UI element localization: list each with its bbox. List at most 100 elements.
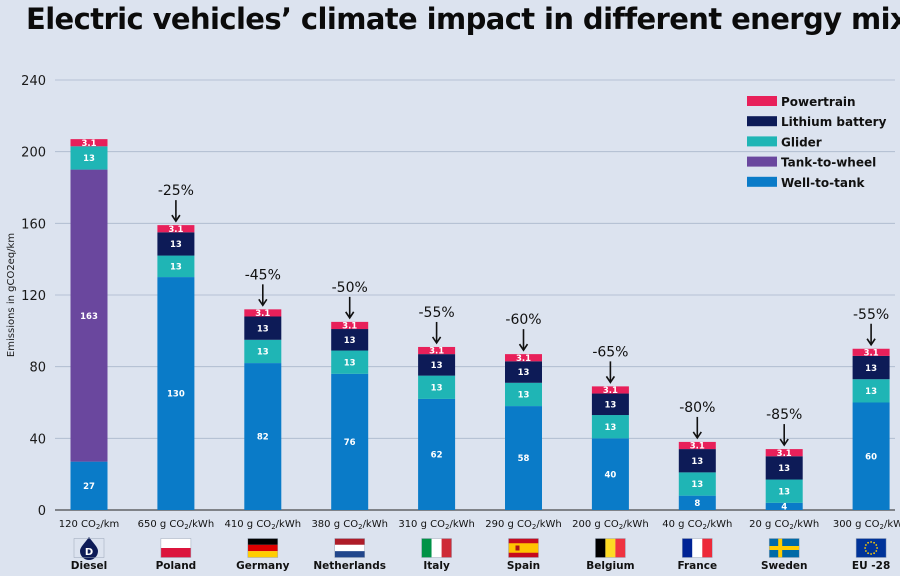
legend-swatch [747,96,777,106]
reduction-netherlands: -50% [332,280,368,320]
reduction-arrow-head [258,298,268,307]
flag-eu-icon [855,538,887,558]
segment-label-lithium-battery: 13 [170,240,182,250]
segment-label-glider: 13 [865,387,877,397]
flag-star [875,544,878,546]
flag-border [595,538,626,558]
legend-swatch [747,156,777,167]
segment-label-glider: 13 [431,383,443,393]
segment-lithium-battery [157,232,195,256]
reduction-arrow-head [866,338,876,347]
segment-lithium-battery [244,316,282,340]
segment-well-to-tank [765,502,803,510]
flag-star [876,547,878,549]
flag-sweden-icon [768,538,800,558]
flag-star [870,553,872,555]
flag-stripe [247,538,278,545]
segment-label-lithium-battery: 13 [691,457,703,467]
segment-glider [591,415,629,439]
bar-poland: 130 13 13 3.1 [157,225,195,510]
segment-label-well-to-tank: 62 [431,451,443,461]
flag-stripe [334,551,365,558]
reduction-belgium: -65% [592,344,628,384]
reduction-percent: -45% [245,267,281,283]
y-tick-200: 200 [21,146,46,161]
flag-stripe [702,538,713,558]
segment-lithium-battery [591,393,629,416]
reduction-percent: -65% [592,344,628,360]
segment-label-lithium-battery: 13 [604,400,616,410]
flag-star [875,550,878,552]
segment-label-well-to-tank: 40 [604,470,616,480]
flag-border [855,538,887,558]
segment-label-glider: 13 [83,154,95,164]
segment-glider [678,472,716,496]
country-label: Poland [156,560,197,572]
flag-belgium-icon [595,538,626,558]
segment-label-tank-to-wheel: 163 [80,312,98,322]
y-axis: 0 40 80 120 160 200 240 Emissions in gCO2eq/km [6,74,46,519]
flag-stripe [441,538,452,558]
reduction-spain: -60% [505,312,542,352]
flag-stripe [247,551,278,558]
flag-star [867,541,869,544]
segment-label-powertrain: 3.1 [168,225,183,235]
flag-border [73,538,105,558]
segment-label-lithium-battery: 13 [778,464,790,474]
energy-mix-label: 290 g CO2/kWh [485,519,562,531]
reduction-arrow-head [692,431,702,440]
reduction-percent: -25% [158,183,194,199]
segment-powertrain [331,321,369,330]
bar-sweden: 4 13 13 3.1 [765,449,803,513]
bar-belgium: 40 13 13 3.1 [591,386,629,510]
segment-powertrain [505,354,542,362]
segment-glider [505,382,542,407]
energy-mix-label: 200 g CO2/kWh [572,519,649,531]
energy-mix-label: 650 g CO2/kWh [138,519,215,531]
segment-lithium-battery [852,355,890,380]
legend-swatch [747,136,777,147]
segment-label-lithium-battery: 13 [431,361,443,371]
segment-powertrain [70,139,108,147]
segment-label-powertrain: 3.1 [342,322,357,332]
flag-stripe [605,538,616,558]
segment-well-to-tank [852,402,890,510]
country-label: Diesel [71,560,107,572]
flag-emblem [515,545,520,551]
segment-powertrain [765,449,803,457]
segment-label-well-to-tank: 60 [865,452,877,462]
country-label: Sweden [761,560,808,572]
reduction-arrow-head [171,214,181,223]
flag-stripe [431,538,442,558]
segment-label-powertrain: 3.1 [690,442,705,452]
segment-label-powertrain: 3.1 [516,354,531,364]
segment-label-powertrain: 3.1 [603,386,618,396]
flag-star [870,541,872,543]
legend-label: Glider [781,135,822,149]
segment-lithium-battery [765,456,803,480]
energy-mix-label: 300 g CO2/kWh [833,519,900,531]
segment-glider [331,350,369,374]
flag-star [864,547,866,549]
reduction-arrow-head [518,343,529,352]
segment-glider [244,339,282,364]
reduction-arrow-head [431,336,442,345]
reduction-percent: -50% [332,280,368,296]
country-label: Italy [423,560,450,572]
energy-mix-label: 410 g CO2/kWh [225,519,302,531]
flag-stripe [421,538,432,558]
legend-item-lithium-battery: Lithium battery [747,115,887,129]
segment-label-glider: 13 [691,480,703,490]
segment-lithium-battery [505,361,542,383]
segment-well-to-tank [70,461,108,510]
flag-border [247,538,279,558]
segment-label-glider: 13 [257,348,269,358]
segment-powertrain [418,346,456,355]
reduction-arrow-head [345,311,355,320]
flag-stripe [692,538,703,558]
y-tick-240: 240 [21,74,46,89]
energy-mix-label: 310 g CO2/kWh [398,519,475,531]
segment-label-well-to-tank: 130 [167,390,185,400]
energy-mix-label: 20 g CO2/kWh [749,519,819,531]
